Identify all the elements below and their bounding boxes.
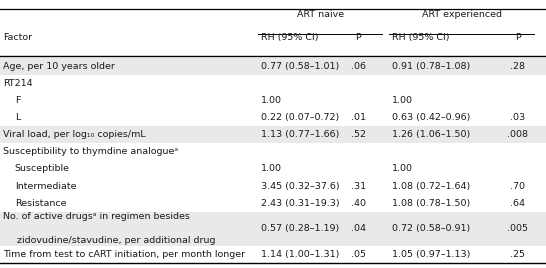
Text: 1.00: 1.00 bbox=[392, 165, 413, 173]
Text: 1.26 (1.06–1.50): 1.26 (1.06–1.50) bbox=[392, 130, 470, 139]
Text: zidovudine/stavudine, per additional drug: zidovudine/stavudine, per additional dru… bbox=[8, 236, 216, 245]
Text: 2.43 (0.31–19.3): 2.43 (0.31–19.3) bbox=[261, 199, 340, 208]
Text: RH (95% CI): RH (95% CI) bbox=[261, 33, 318, 42]
Text: No. of active drugsᵃ in regimen besides: No. of active drugsᵃ in regimen besides bbox=[3, 213, 189, 221]
Text: Viral load, per log₁₀ copies/mL: Viral load, per log₁₀ copies/mL bbox=[3, 130, 145, 139]
Text: L: L bbox=[15, 113, 20, 122]
Text: .01: .01 bbox=[351, 113, 366, 122]
Text: 1.00: 1.00 bbox=[261, 96, 282, 105]
Text: 0.72 (0.58–0.91): 0.72 (0.58–0.91) bbox=[392, 224, 470, 233]
Text: .31: .31 bbox=[351, 182, 366, 191]
Text: P: P bbox=[355, 33, 361, 42]
Bar bbox=[0, 126, 546, 143]
Text: .25: .25 bbox=[510, 250, 525, 259]
Text: Susceptibility to thymdine analogueᵃ: Susceptibility to thymdine analogueᵃ bbox=[3, 147, 178, 156]
Text: 0.57 (0.28–1.19): 0.57 (0.28–1.19) bbox=[261, 224, 339, 233]
Text: 1.00: 1.00 bbox=[261, 165, 282, 173]
Text: .52: .52 bbox=[351, 130, 366, 139]
Text: .008: .008 bbox=[507, 130, 528, 139]
Text: ART experienced: ART experienced bbox=[422, 10, 502, 19]
Text: F: F bbox=[15, 96, 20, 105]
Text: 0.63 (0.42–0.96): 0.63 (0.42–0.96) bbox=[392, 113, 471, 122]
Text: Resistance: Resistance bbox=[15, 199, 66, 208]
Text: 1.00: 1.00 bbox=[392, 96, 413, 105]
Text: 0.77 (0.58–1.01): 0.77 (0.58–1.01) bbox=[261, 62, 339, 71]
Text: .06: .06 bbox=[351, 62, 366, 71]
Text: 3.45 (0.32–37.6): 3.45 (0.32–37.6) bbox=[261, 182, 340, 191]
Text: Intermediate: Intermediate bbox=[15, 182, 76, 191]
Text: ART naive: ART naive bbox=[296, 10, 344, 19]
Text: 0.22 (0.07–0.72): 0.22 (0.07–0.72) bbox=[261, 113, 339, 122]
Bar bbox=[0, 212, 546, 246]
Text: .03: .03 bbox=[510, 113, 525, 122]
Text: 1.08 (0.72–1.64): 1.08 (0.72–1.64) bbox=[392, 182, 470, 191]
Text: Age, per 10 years older: Age, per 10 years older bbox=[3, 62, 115, 71]
Text: 1.13 (0.77–1.66): 1.13 (0.77–1.66) bbox=[261, 130, 340, 139]
Text: 1.14 (1.00–1.31): 1.14 (1.00–1.31) bbox=[261, 250, 340, 259]
Text: 0.91 (0.78–1.08): 0.91 (0.78–1.08) bbox=[392, 62, 470, 71]
Text: Susceptible: Susceptible bbox=[15, 165, 70, 173]
Bar bbox=[0, 58, 546, 75]
Text: .28: .28 bbox=[510, 62, 525, 71]
Text: .40: .40 bbox=[351, 199, 366, 208]
Text: .05: .05 bbox=[351, 250, 366, 259]
Text: .64: .64 bbox=[510, 199, 525, 208]
Text: P: P bbox=[515, 33, 520, 42]
Text: Time from test to cART initiation, per month longer: Time from test to cART initiation, per m… bbox=[3, 250, 245, 259]
Text: 1.08 (0.78–1.50): 1.08 (0.78–1.50) bbox=[392, 199, 470, 208]
Text: 1.05 (0.97–1.13): 1.05 (0.97–1.13) bbox=[392, 250, 471, 259]
Text: RT214: RT214 bbox=[3, 79, 32, 88]
Text: RH (95% CI): RH (95% CI) bbox=[392, 33, 449, 42]
Text: .70: .70 bbox=[510, 182, 525, 191]
Text: .005: .005 bbox=[507, 224, 528, 233]
Text: .04: .04 bbox=[351, 224, 366, 233]
Text: Factor: Factor bbox=[3, 33, 32, 42]
